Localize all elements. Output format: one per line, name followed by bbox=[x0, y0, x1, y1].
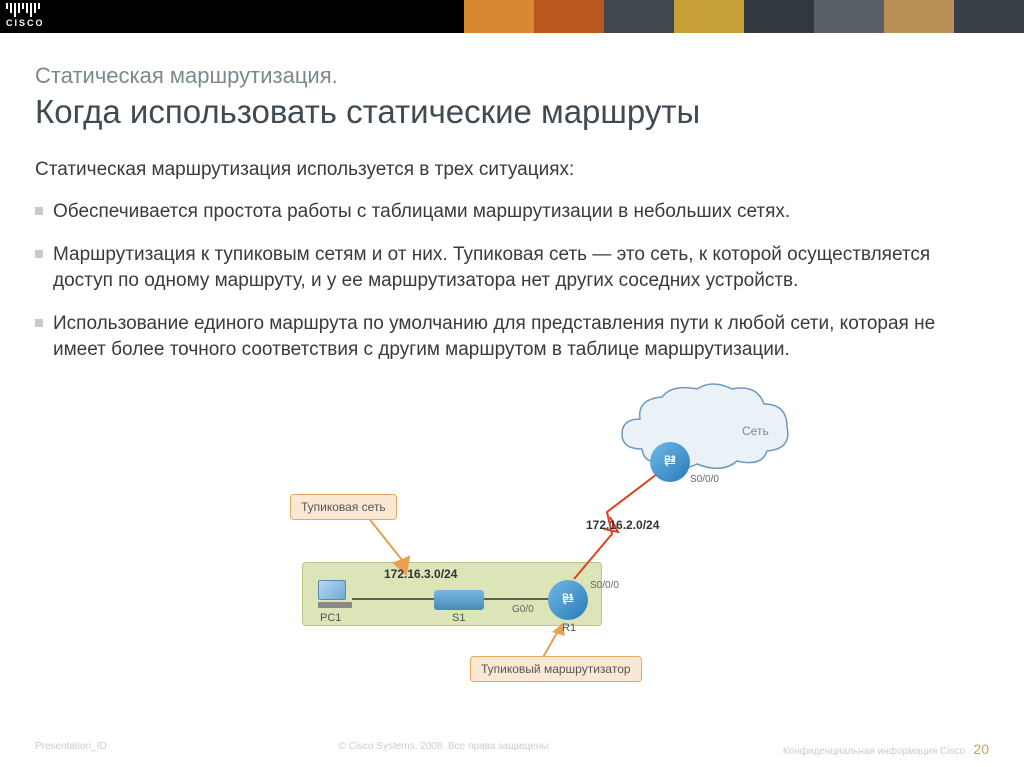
footer: Presentation_ID © Cisco Systems, 2008. В… bbox=[0, 741, 1024, 757]
r1-lan-if: G0/0 bbox=[512, 604, 534, 615]
bullet-text: Маршрутизация к тупиковым сетям и от них… bbox=[53, 242, 989, 295]
net-label-lan: 172.16.3.0/24 bbox=[384, 567, 457, 581]
bullet-text: Обеспечивается простота работы с таблица… bbox=[53, 199, 790, 226]
slide-subtitle: Статическая маршрутизация. bbox=[35, 63, 989, 89]
net-label-wan: 172.16.2.0/24 bbox=[586, 518, 659, 532]
cloud-icon bbox=[612, 379, 797, 489]
footer-center: © Cisco Systems, 2008. Все права защищен… bbox=[338, 741, 551, 757]
cloud-label: Сеть bbox=[742, 424, 769, 438]
r2-wan-if: S0/0/0 bbox=[690, 474, 719, 485]
bullet-list: Обеспечивается простота работы с таблица… bbox=[35, 199, 989, 364]
header-bar: CISCO bbox=[0, 0, 1024, 33]
switch-icon bbox=[434, 590, 484, 610]
footer-left: Presentation_ID bbox=[35, 741, 107, 757]
intro-text: Статическая маршрутизация используется в… bbox=[35, 159, 989, 181]
bullet-text: Использование единого маршрута по умолча… bbox=[53, 311, 989, 364]
r1-wan-if: S0/0/0 bbox=[590, 580, 619, 591]
content-area: Статическая маршрутизация. Когда использ… bbox=[0, 33, 1024, 684]
cisco-logo: CISCO bbox=[6, 3, 45, 28]
list-item: Маршрутизация к тупиковым сетям и от них… bbox=[35, 242, 989, 295]
list-item: Обеспечивается простота работы с таблица… bbox=[35, 199, 989, 226]
switch-label: S1 bbox=[452, 612, 465, 624]
banner-strip bbox=[464, 0, 1024, 33]
bullet-icon bbox=[35, 207, 43, 215]
r2-label: R2 bbox=[664, 454, 676, 464]
bullet-icon bbox=[35, 319, 43, 327]
r1-label: R1 bbox=[562, 592, 574, 602]
bullet-icon bbox=[35, 250, 43, 258]
callout-stub-network: Тупиковая сеть bbox=[290, 494, 397, 520]
pc-icon bbox=[318, 580, 352, 610]
pc-label: PC1 bbox=[320, 612, 341, 624]
router-r2-icon: ⇄ R2 bbox=[650, 442, 690, 482]
list-item: Использование единого маршрута по умолча… bbox=[35, 311, 989, 364]
logo-text: CISCO bbox=[6, 18, 45, 28]
network-diagram: Сеть Тупиковая сеть Тупиковый маршрутиза… bbox=[212, 384, 812, 684]
footer-right: Конфиденциальная информация Cisco bbox=[783, 746, 965, 757]
slide-title: Когда использовать статические маршруты bbox=[35, 93, 989, 131]
router-r1-icon: ⇄ R1 bbox=[548, 580, 588, 620]
callout-stub-router: Тупиковый маршрутизатор bbox=[470, 656, 642, 682]
page-number: 20 bbox=[973, 741, 989, 757]
r1-text: R1 bbox=[562, 622, 576, 634]
